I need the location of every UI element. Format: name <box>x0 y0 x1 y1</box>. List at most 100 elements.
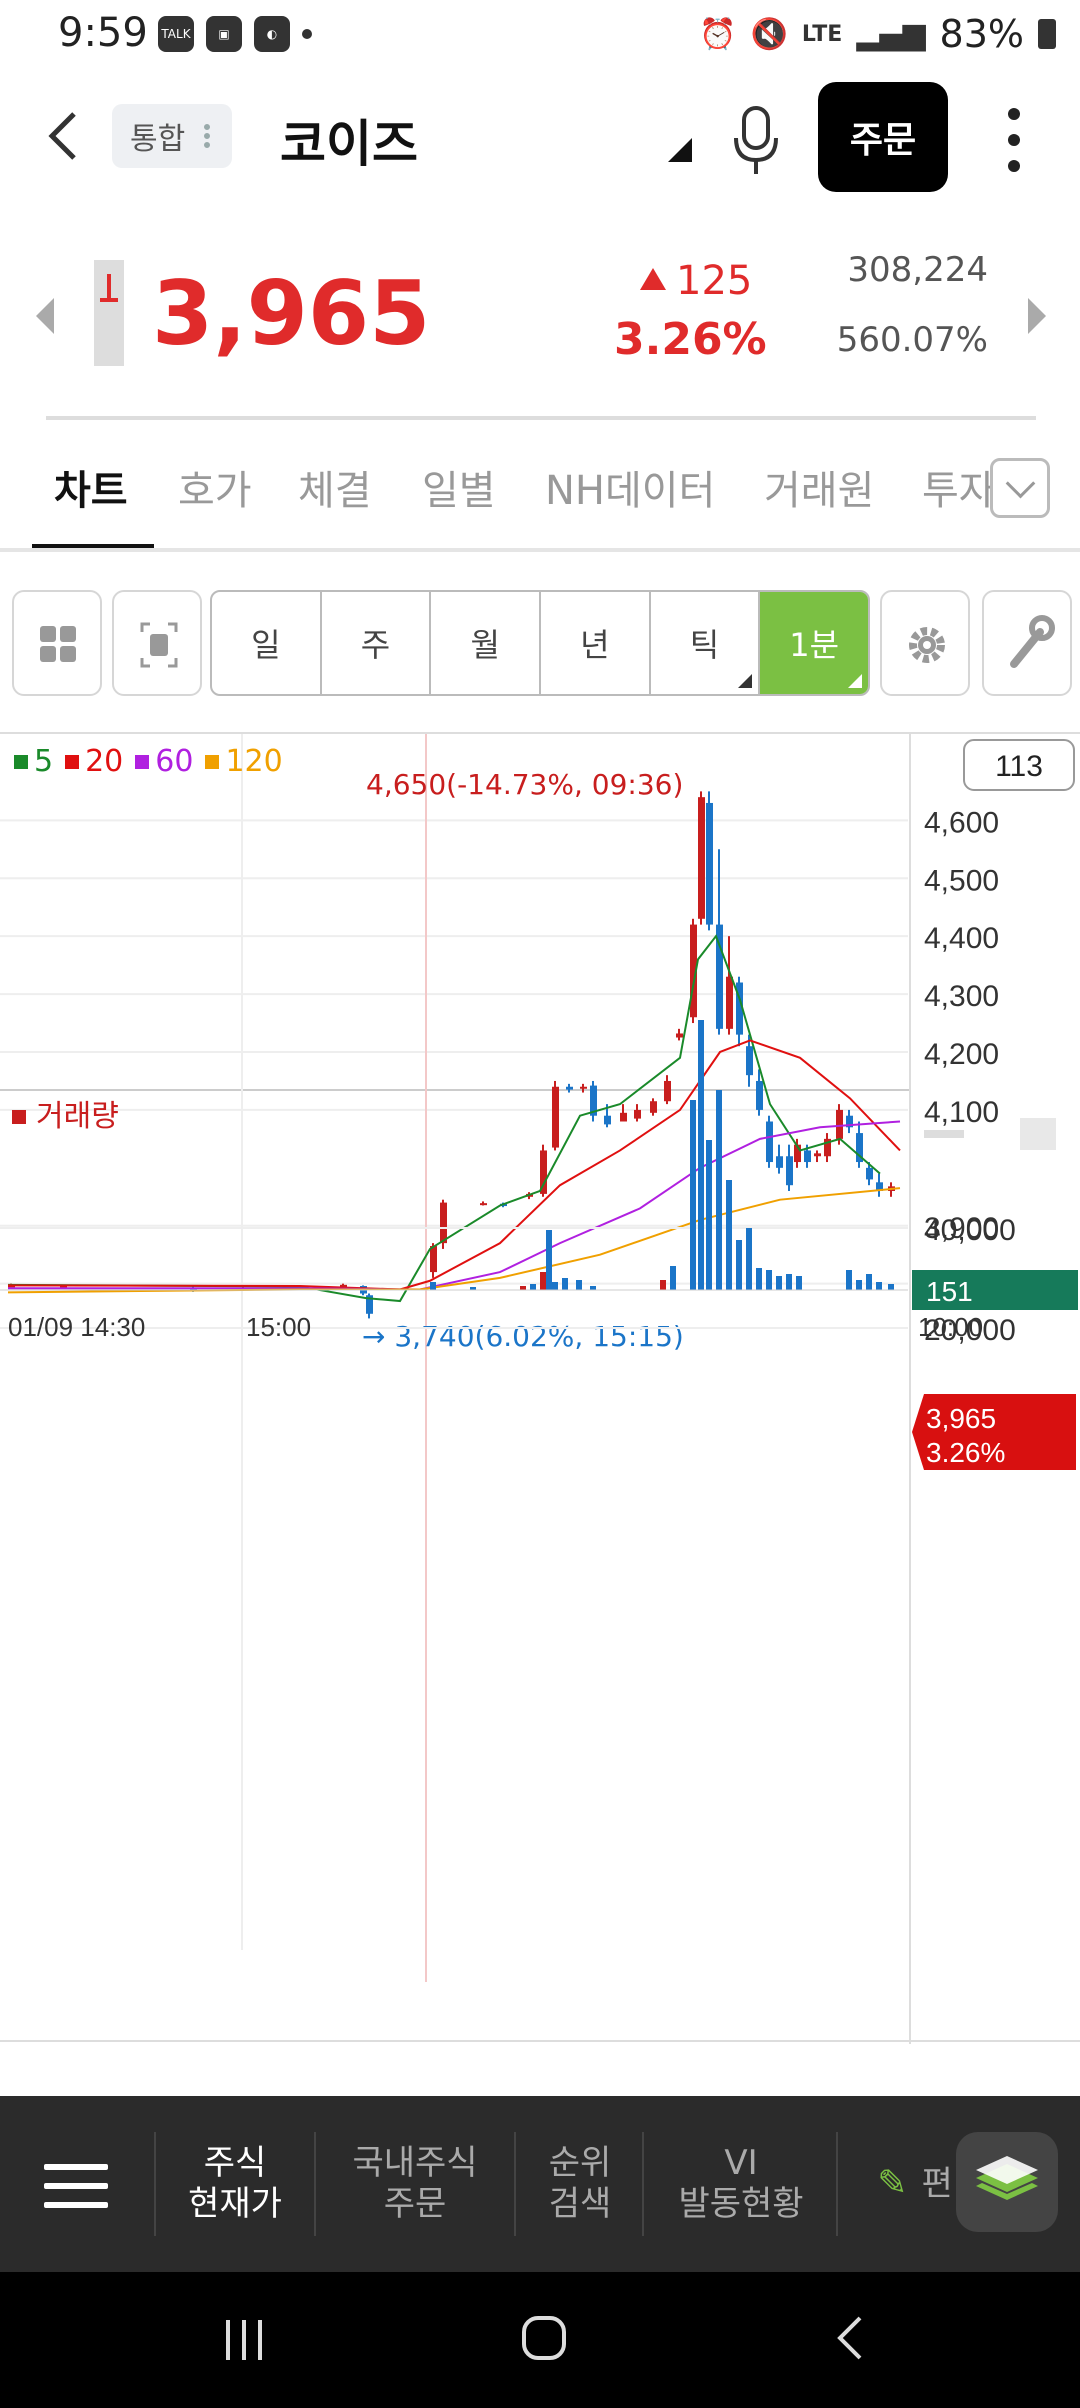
order-button[interactable]: 주문 <box>818 82 948 192</box>
tab-investors[interactable]: 투자 <box>922 468 996 514</box>
tools-button[interactable] <box>982 590 1072 696</box>
candle-body <box>846 1115 853 1128</box>
volume-bar <box>546 1230 552 1290</box>
divider <box>46 416 1036 420</box>
period-month[interactable]: 월 <box>431 592 542 694</box>
volume-bar <box>520 1286 526 1290</box>
grid-icon <box>40 626 76 662</box>
stock-dropdown-icon[interactable] <box>668 138 692 162</box>
volume-close-icon <box>1020 1118 1056 1150</box>
tab-bar: 차트 호가 체결 일별 NH데이터 거래원 투자 <box>0 440 1080 552</box>
nav-edit[interactable]: ✎ 편 <box>877 2163 953 2205</box>
period-1min[interactable]: 1분 <box>760 592 868 694</box>
low-price-annotation: → 3,740(6.02%, 15:15) <box>362 1320 684 1353</box>
candle-body <box>824 1138 831 1157</box>
focus-button[interactable] <box>112 590 202 696</box>
tab-brokers[interactable]: 거래원 <box>764 468 875 514</box>
candle-body <box>664 1080 671 1102</box>
chart-interval-box <box>963 739 1075 791</box>
stock-name[interactable]: 코이즈 <box>280 115 418 173</box>
up-triangle-icon <box>640 268 666 290</box>
system-nav-bar <box>0 2272 1080 2408</box>
candle-body <box>60 1285 67 1288</box>
scope-selector[interactable]: 통합 <box>112 104 232 168</box>
scope-label: 통합 <box>130 122 186 157</box>
more-options-icon[interactable] <box>1004 108 1024 172</box>
volume-legend-swatch <box>12 1110 26 1124</box>
nav-ranking-search[interactable]: 순위 검색 <box>548 2143 612 2224</box>
prev-stock-arrow-icon[interactable] <box>36 298 54 334</box>
volume-bar <box>796 1276 802 1290</box>
recents-icon[interactable] <box>220 2316 268 2374</box>
volume-bar <box>576 1280 582 1290</box>
legend-ma60: 60 <box>135 744 193 779</box>
nav-separator <box>514 2132 516 2236</box>
candle-body <box>756 1080 763 1110</box>
volume-ratio: 560.07% <box>836 320 988 360</box>
period-day[interactable]: 일 <box>212 592 322 694</box>
tab-daily[interactable]: 일별 <box>422 468 496 514</box>
current-price: 3,965 <box>152 262 431 365</box>
volume-label: 거래량 <box>36 1099 119 1134</box>
nav-separator <box>154 2132 156 2236</box>
candle-body <box>580 1086 587 1089</box>
back-arrow-icon[interactable] <box>44 110 80 172</box>
tab-orderbook[interactable]: 호가 <box>178 468 252 514</box>
price-summary: 3,965 125 3.26% 308,224 560.07% <box>0 240 1080 410</box>
stock-chart[interactable]: 4,6004,5004,4004,3004,2004,1003,9003,800… <box>0 732 1080 2044</box>
grid-layout-button[interactable] <box>12 590 102 696</box>
gear-icon <box>909 627 945 663</box>
volume-bar <box>876 1282 882 1290</box>
period-year[interactable]: 년 <box>541 592 651 694</box>
volume-bar <box>786 1274 792 1290</box>
period-week[interactable]: 주 <box>322 592 432 694</box>
chart-canvas: 4,6004,5004,4004,3004,2004,1003,9003,800… <box>0 734 1078 2044</box>
period-tick[interactable]: 틱 <box>651 592 761 694</box>
next-stock-arrow-icon[interactable] <box>1028 298 1046 334</box>
candle-body <box>604 1115 611 1125</box>
candle-body <box>716 924 723 1029</box>
volume-bar <box>856 1280 862 1290</box>
nav-stock-price[interactable]: 주식 현재가 <box>188 2143 282 2224</box>
candle-body <box>566 1086 573 1090</box>
x-axis-label: 15:00 <box>246 1312 311 1342</box>
back-icon[interactable] <box>830 2314 870 2372</box>
nav-vi-status[interactable]: VI 발동현황 <box>678 2143 804 2224</box>
volume-menu-icon <box>924 1130 964 1138</box>
volume-bar <box>530 1284 536 1290</box>
candle-body <box>340 1284 347 1288</box>
dot-icon <box>302 29 312 39</box>
tabs-expand-icon[interactable] <box>990 458 1050 518</box>
candle-body <box>676 1033 683 1038</box>
tab-chart[interactable]: 차트 <box>54 468 128 514</box>
tab-trades[interactable]: 체결 <box>298 468 372 514</box>
candle-body <box>856 1133 863 1163</box>
candle-body <box>836 1109 843 1139</box>
microphone-icon[interactable] <box>730 106 782 176</box>
candle-body <box>766 1121 773 1163</box>
nav-separator <box>314 2132 316 2236</box>
settings-button[interactable] <box>880 590 970 696</box>
active-tab-underline <box>32 544 154 550</box>
volume-bar <box>746 1228 752 1290</box>
candle-body <box>540 1150 547 1194</box>
candle-body <box>786 1156 793 1186</box>
bottom-nav: 주식 현재가 국내주식 주문 순위 검색 VI 발동현황 ✎ 편 <box>0 2096 1080 2272</box>
tab-nh-data[interactable]: NH데이터 <box>545 468 716 514</box>
price-tick-label: 4,500 <box>924 864 999 897</box>
price-tick-label: 4,200 <box>924 1038 999 1071</box>
volume-bar <box>736 1240 742 1290</box>
price-change: 125 <box>640 258 752 304</box>
x-axis-label: 01/09 14:30 <box>8 1312 145 1342</box>
mute-icon: 🔇 <box>750 16 788 52</box>
layers-icon[interactable] <box>956 2132 1058 2232</box>
candle-body <box>690 924 697 1018</box>
home-icon[interactable] <box>520 2314 568 2372</box>
menu-hamburger-icon[interactable] <box>44 2164 108 2208</box>
signal-icon: ▂▄▆ <box>856 16 926 52</box>
candle-body <box>440 1202 447 1244</box>
candle-body <box>726 976 733 1029</box>
clock: 9:59 <box>58 10 148 56</box>
nav-domestic-order[interactable]: 국내주식 주문 <box>352 2143 478 2224</box>
pencil-icon: ✎ <box>877 2163 908 2205</box>
